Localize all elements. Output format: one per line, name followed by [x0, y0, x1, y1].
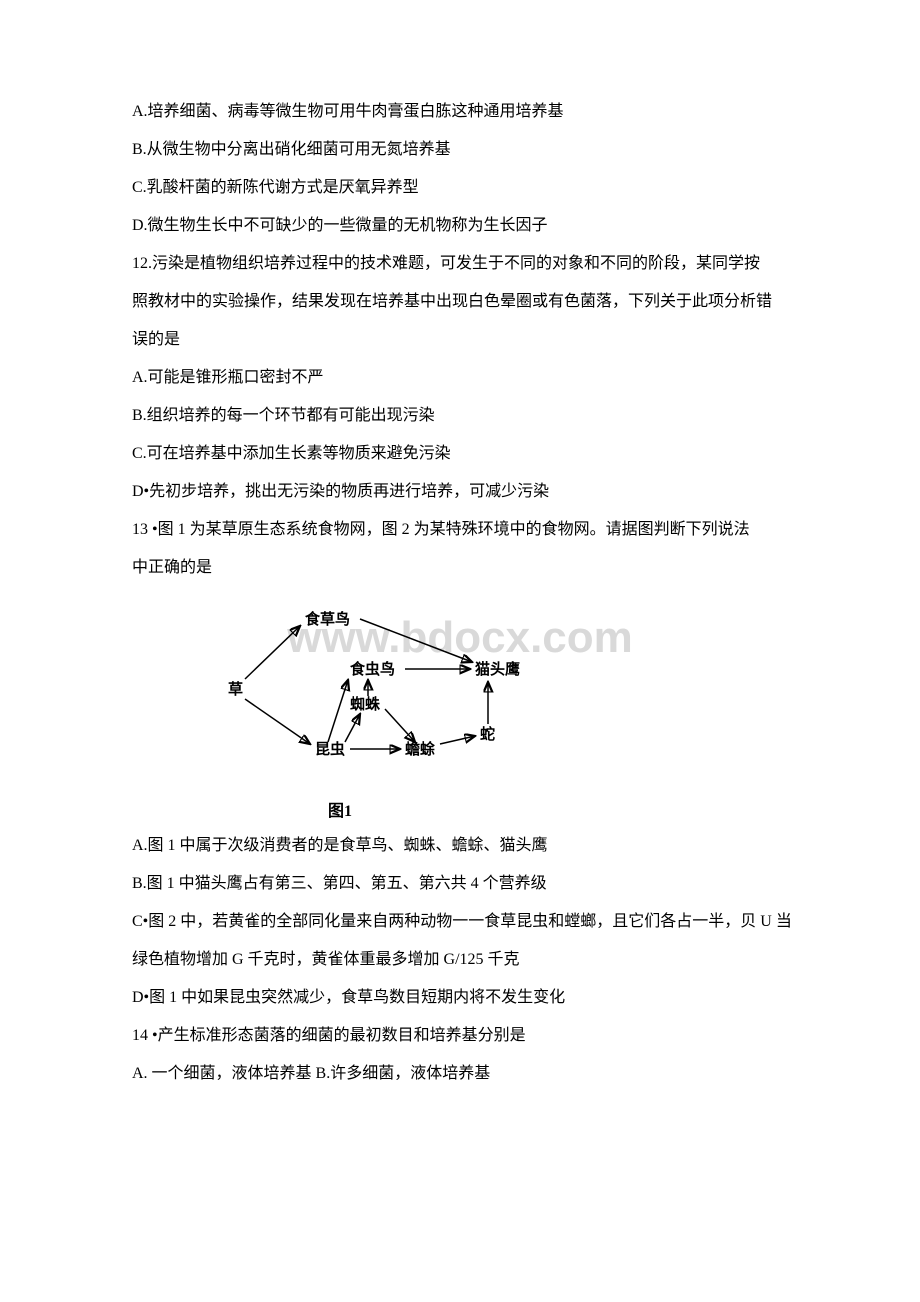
option-b-13: B.图 1 中猫头鹰占有第三、第四、第五、第六共 4 个营养级 [100, 872, 820, 896]
option-c-12: C.可在培养基中添加生长素等物质来避免污染 [100, 442, 820, 466]
option-c-13-line1: C•图 2 中，若黄雀的全部同化量来自两种动物一一食草昆虫和螳螂，且它们各占一半… [100, 910, 820, 934]
food-web-figure: 草 食草鸟 食虫鸟 猫头鹰 蜘蛛 昆虫 蟾蜍 蛇 [210, 594, 820, 824]
option-a-11: A.培养细菌、病毒等微生物可用牛肉膏蛋白胨这种通用培养基 [100, 100, 820, 124]
option-d-12: D•先初步培养，挑出无污染的物质再进行培养，可减少污染 [100, 480, 820, 504]
question-12-line3: 误的是 [100, 328, 820, 352]
node-insect: 昆虫 [315, 740, 345, 758]
question-12-line2: 照教材中的实验操作，结果发现在培养基中出现白色晕圈或有色菌落，下列关于此项分析错 [100, 290, 820, 314]
node-toad: 蟾蜍 [405, 740, 435, 758]
options-ab-14: A. 一个细菌，液体培养基 B.许多细菌，液体培养基 [100, 1062, 820, 1086]
node-snake: 蛇 [480, 725, 495, 743]
option-c-13-line2: 绿色植物增加 G 千克时，黄雀体重最多增加 G/125 千克 [100, 948, 820, 972]
node-insectbird: 食虫鸟 [350, 660, 395, 678]
option-d-13: D•图 1 中如果昆虫突然减少，食草鸟数目短期内将不发生变化 [100, 986, 820, 1010]
option-d-11: D.微生物生长中不可缺少的一些微量的无机物称为生长因子 [100, 214, 820, 238]
food-web-diagram: 草 食草鸟 食虫鸟 猫头鹰 蜘蛛 昆虫 蟾蜍 蛇 [210, 594, 550, 784]
node-spider: 蜘蛛 [350, 695, 381, 713]
document-content: A.培养细菌、病毒等微生物可用牛肉膏蛋白胨这种通用培养基 B.从微生物中分离出硝… [100, 100, 820, 1086]
question-13-line2: 中正确的是 [100, 556, 820, 580]
question-12-line1: 12.污染是植物组织培养过程中的技术难题，可发生于不同的对象和不同的阶段，某同学… [100, 252, 820, 276]
figure-caption: 图1 [0, 800, 820, 824]
question-13-line1: 13 •图 1 为某草原生态系统食物网，图 2 为某特殊环境中的食物网。请据图判… [100, 518, 820, 542]
node-grassbird: 食草鸟 [305, 610, 350, 628]
option-b-11: B.从微生物中分离出硝化细菌可用无氮培养基 [100, 138, 820, 162]
node-grass: 草 [228, 680, 243, 698]
option-a-12: A.可能是锥形瓶口密封不严 [100, 366, 820, 390]
option-a-13: A.图 1 中属于次级消费者的是食草鸟、蜘蛛、蟾蜍、猫头鹰 [100, 834, 820, 858]
node-owl: 猫头鹰 [475, 660, 520, 678]
option-c-11: C.乳酸杆菌的新陈代谢方式是厌氧异养型 [100, 176, 820, 200]
option-b-12: B.组织培养的每一个环节都有可能出现污染 [100, 404, 820, 428]
question-14: 14 •产生标准形态菌落的细菌的最初数目和培养基分别是 [100, 1024, 820, 1048]
